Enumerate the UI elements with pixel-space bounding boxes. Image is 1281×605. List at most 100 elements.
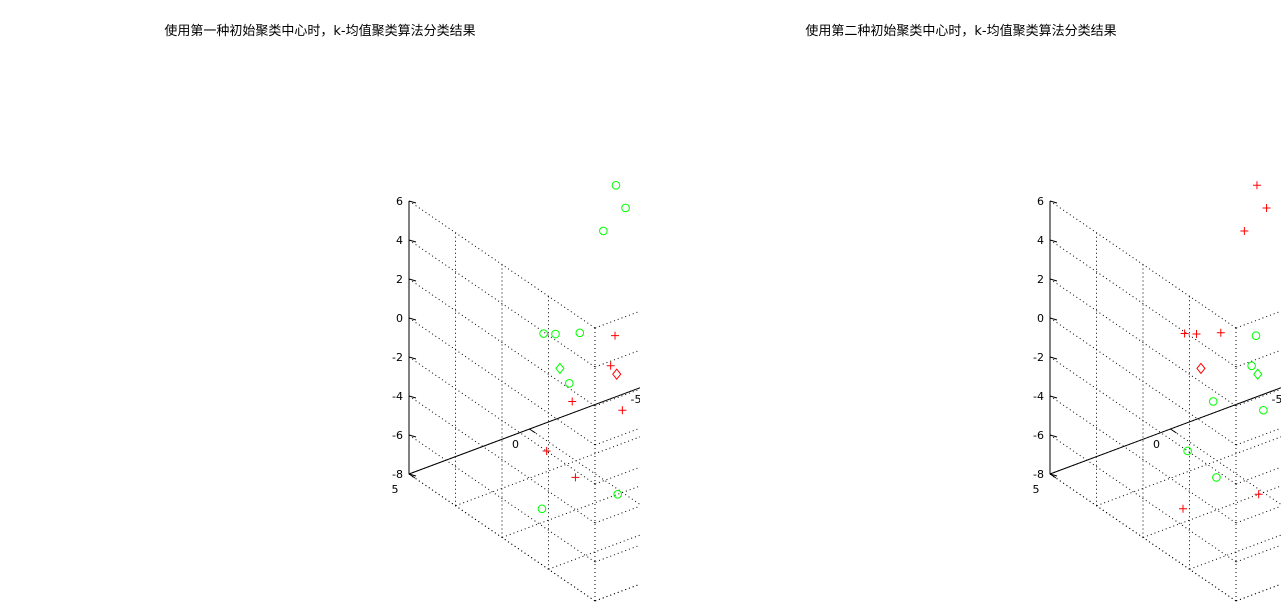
data-point-plus (1252, 181, 1261, 190)
chart-title: 使用第二种初始聚类中心时，k-均值聚类算法分类结果 (805, 24, 1117, 39)
gridline (408, 356, 596, 485)
z-tick (408, 317, 417, 321)
data-point-plus (1192, 330, 1201, 339)
data-point-plus (568, 397, 577, 406)
cluster-center-marker (612, 368, 622, 380)
gridline (1235, 505, 1281, 524)
z-tick-label: 2 (1037, 273, 1044, 286)
z-tick (408, 278, 417, 282)
y-tick-label: 0 (1153, 438, 1160, 451)
gridline (1049, 317, 1237, 446)
gridline (1049, 200, 1237, 329)
data-point-circle (611, 181, 621, 190)
gridline (1142, 485, 1281, 538)
z-tick-label: -4 (1033, 390, 1044, 403)
data-point-plus (1179, 504, 1187, 513)
y-axis-line (1049, 387, 1281, 475)
gridline (594, 583, 640, 602)
gridline (408, 278, 596, 407)
gridline (1049, 434, 1237, 563)
gridline (408, 395, 596, 524)
gridline (1189, 534, 1281, 570)
data-point-plus (606, 361, 615, 370)
z-tick-label: 6 (396, 195, 403, 208)
z-tick (1049, 278, 1058, 282)
gridline (594, 505, 640, 524)
cluster-center-marker (1253, 368, 1263, 380)
data-point-plus (1216, 328, 1225, 337)
chart-title: 使用第一种初始聚类中心时，k-均值聚类算法分类结果 (164, 24, 476, 39)
z-tick-label: -8 (392, 468, 403, 481)
y-tick-label: -5 (631, 393, 640, 406)
z-tick-label: 0 (396, 312, 403, 325)
z-tick-label: -2 (392, 351, 403, 364)
cluster-center-marker (555, 362, 565, 375)
z-tick (408, 356, 417, 360)
z-tick (408, 395, 417, 399)
gridline (1235, 583, 1281, 602)
z-tick (1049, 395, 1058, 399)
gridline (408, 317, 596, 446)
gridline (594, 583, 640, 602)
gridline (1170, 428, 1281, 506)
data-point-circle (565, 378, 574, 388)
data-point-circle (1251, 331, 1261, 340)
z-tick (1049, 200, 1058, 204)
data-point-circle (1259, 405, 1268, 415)
data-point-circle (1212, 473, 1221, 482)
y-tick-label: 5 (1033, 483, 1040, 496)
data-point-circle (575, 328, 585, 338)
gridline (408, 239, 596, 368)
data-point-circle (539, 329, 548, 338)
gridline (548, 534, 640, 570)
z-tick (1049, 356, 1058, 360)
gridline (501, 485, 640, 538)
y-tick-label: 5 (392, 483, 399, 496)
gridline (1049, 395, 1237, 524)
gridline (1049, 356, 1237, 485)
gridline (1235, 466, 1281, 485)
data-point-plus (1254, 490, 1263, 499)
z-tick-label: 4 (1037, 234, 1044, 247)
gridline (594, 466, 640, 485)
z-tick (1049, 317, 1058, 321)
gridline (1235, 544, 1281, 563)
gridline (408, 200, 596, 329)
data-point-plus (618, 406, 627, 415)
gridline (455, 436, 640, 507)
gridline (1049, 278, 1237, 407)
data-point-circle (613, 490, 622, 499)
gridline (594, 310, 640, 329)
y-tick (408, 473, 416, 479)
y-tick (529, 428, 536, 434)
z-tick (408, 434, 417, 438)
y-tick (1170, 428, 1177, 434)
gridline (1096, 436, 1281, 507)
z-tick-label: -2 (1033, 351, 1044, 364)
y-tick-label: 0 (512, 438, 519, 451)
y-axis-line (408, 387, 640, 475)
gridline (1235, 310, 1281, 329)
gridline (529, 428, 640, 506)
z-tick-label: 6 (1037, 195, 1044, 208)
data-point-circle (1183, 446, 1192, 456)
data-point-plus (611, 331, 620, 340)
z-tick (408, 200, 417, 204)
data-point-circle (551, 329, 560, 339)
z-tick-label: -6 (392, 429, 403, 442)
gridline (408, 473, 596, 602)
z-tick-label: -8 (1033, 468, 1044, 481)
plot-panel-right: 使用第二种初始聚类中心时，k-均值聚类算法分类结果 -8 -6 -4 -2 0 2 4 6 -5… (641, 0, 1281, 605)
gridline (1235, 583, 1281, 602)
z-tick-label: 0 (1037, 312, 1044, 325)
z-tick-label: -4 (392, 390, 403, 403)
gridline (1049, 473, 1237, 602)
data-point-plus (542, 446, 551, 455)
cluster-center-marker (1196, 362, 1206, 375)
z-tick (1049, 239, 1058, 243)
data-point-circle (599, 226, 608, 236)
data-point-plus (1262, 203, 1271, 212)
gridline (594, 349, 640, 368)
